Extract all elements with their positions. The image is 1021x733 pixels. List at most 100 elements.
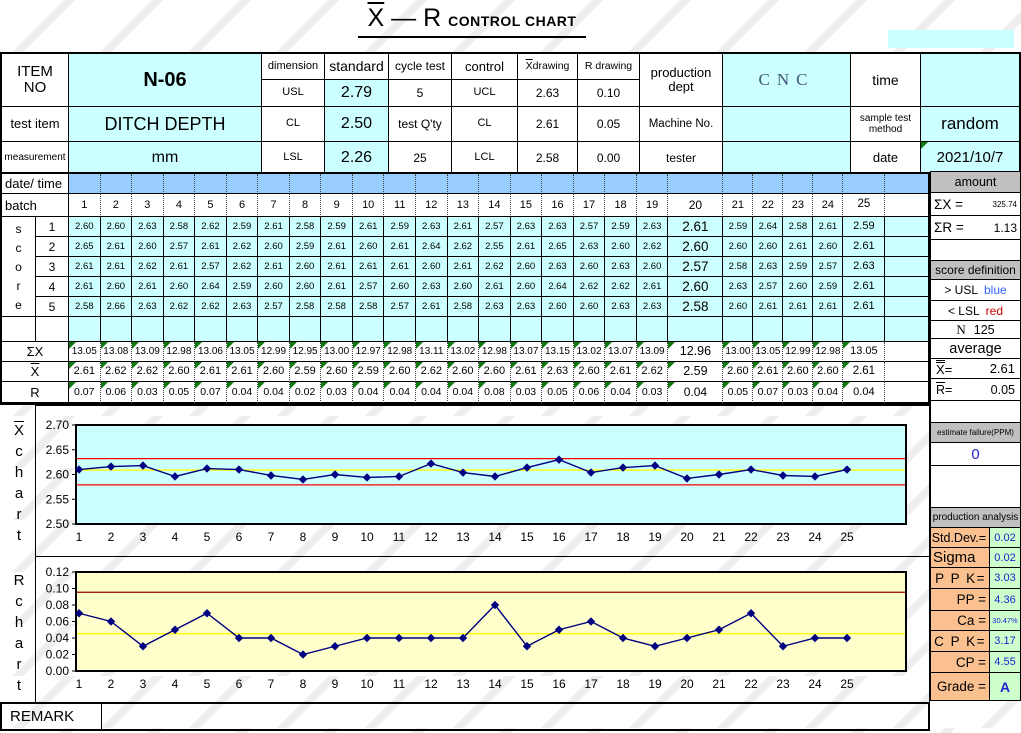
score-cell[interactable]: 2.61 — [783, 237, 814, 257]
datetime-cell[interactable] — [195, 174, 227, 194]
score-cell[interactable]: 2.63 — [723, 277, 754, 297]
score-cell[interactable]: 2.64 — [416, 237, 448, 257]
score-cell[interactable]: 2.62 — [573, 277, 606, 297]
score-cell[interactable]: 2.60 — [416, 257, 448, 277]
score-cell[interactable]: 2.58 — [668, 297, 724, 317]
score-cell[interactable]: 2.63 — [416, 217, 448, 237]
score-cell[interactable]: 2.60 — [573, 257, 606, 277]
score-cell[interactable]: 2.61 — [163, 257, 196, 277]
score-cell[interactable]: 2.63 — [510, 217, 543, 237]
score-cell[interactable]: 2.61 — [384, 237, 417, 257]
score-cell[interactable]: 2.66 — [100, 297, 133, 317]
score-cell[interactable]: 2.61 — [132, 277, 164, 297]
score-cell[interactable]: 2.58 — [289, 297, 322, 317]
score-cell[interactable]: 2.57 — [352, 277, 385, 297]
score-cell[interactable]: 2.60 — [352, 237, 385, 257]
score-cell[interactable]: 2.60 — [100, 277, 133, 297]
cycle-test-value[interactable]: 5 — [389, 80, 452, 107]
datetime-cell[interactable] — [723, 174, 754, 194]
score-cell[interactable]: 2.61 — [352, 217, 385, 237]
score-cell[interactable]: 2.59 — [384, 217, 417, 237]
score-cell[interactable]: 2.61 — [69, 277, 101, 297]
score-cell[interactable]: 2.60 — [510, 257, 543, 277]
score-cell[interactable]: 2.59 — [813, 277, 844, 297]
score-cell[interactable]: 2.63 — [843, 257, 886, 277]
score-cell[interactable]: 2.62 — [195, 217, 227, 237]
score-cell[interactable]: 2.63 — [753, 257, 784, 277]
score-cell[interactable]: 2.60 — [447, 277, 480, 297]
datetime-cell[interactable] — [605, 174, 637, 194]
test-item-value[interactable]: DITCH DEPTH — [69, 107, 262, 142]
score-cell[interactable]: 2.61 — [416, 297, 448, 317]
datetime-cell[interactable] — [843, 174, 886, 194]
score-cell[interactable] — [885, 217, 929, 237]
score-cell[interactable] — [885, 237, 929, 257]
score-cell[interactable]: 2.60 — [132, 237, 164, 257]
datetime-cell[interactable] — [479, 174, 511, 194]
datetime-cell[interactable] — [258, 174, 290, 194]
score-cell[interactable]: 2.57 — [668, 257, 724, 277]
r-ucl-value[interactable]: 0.10 — [578, 80, 640, 107]
score-cell[interactable]: 2.57 — [258, 297, 290, 317]
production-dept-value[interactable]: CNC — [723, 54, 851, 107]
score-cell[interactable]: 2.61 — [69, 257, 101, 277]
score-cell[interactable]: 2.63 — [636, 217, 669, 237]
score-cell[interactable]: 2.60 — [289, 277, 322, 297]
datetime-cell[interactable] — [132, 174, 164, 194]
score-cell[interactable]: 2.60 — [289, 257, 322, 277]
score-cell[interactable]: 2.60 — [258, 277, 290, 297]
score-cell[interactable]: 2.60 — [723, 297, 754, 317]
score-cell[interactable]: 2.63 — [132, 217, 164, 237]
score-cell[interactable]: 2.63 — [573, 237, 606, 257]
score-cell[interactable]: 2.63 — [605, 257, 637, 277]
score-cell[interactable]: 2.60 — [723, 237, 754, 257]
score-cell[interactable]: 2.61 — [636, 277, 669, 297]
item-no-value[interactable]: N-06 — [69, 54, 262, 107]
datetime-cell[interactable] — [885, 174, 929, 194]
score-cell[interactable]: 2.58 — [289, 217, 322, 237]
score-cell[interactable]: 2.62 — [605, 277, 637, 297]
score-cell[interactable]: 2.62 — [195, 297, 227, 317]
datetime-cell[interactable] — [783, 174, 814, 194]
score-cell[interactable]: 2.57 — [573, 217, 606, 237]
score-cell[interactable]: 2.59 — [289, 237, 322, 257]
score-cell[interactable]: 2.60 — [573, 297, 606, 317]
score-cell[interactable]: 2.57 — [195, 257, 227, 277]
score-cell[interactable]: 2.62 — [132, 257, 164, 277]
score-cell[interactable]: 2.60 — [510, 277, 543, 297]
score-cell[interactable]: 2.60 — [163, 277, 196, 297]
datetime-cell[interactable] — [226, 174, 259, 194]
r-lcl-value[interactable]: 0.00 — [578, 142, 640, 174]
tester-value[interactable] — [723, 142, 851, 174]
sample-test-method-value[interactable]: random — [921, 107, 1019, 142]
score-cell[interactable]: 2.57 — [753, 277, 784, 297]
score-cell[interactable]: 2.60 — [542, 297, 574, 317]
score-cell[interactable]: 2.59 — [605, 217, 637, 237]
datetime-cell[interactable] — [447, 174, 480, 194]
machine-no-value[interactable] — [723, 107, 851, 142]
score-cell[interactable]: 2.59 — [226, 277, 259, 297]
score-cell[interactable]: 2.60 — [783, 277, 814, 297]
score-cell[interactable]: 2.65 — [542, 237, 574, 257]
score-cell[interactable]: 2.62 — [226, 237, 259, 257]
datetime-cell[interactable] — [384, 174, 417, 194]
datetime-cell[interactable] — [510, 174, 543, 194]
xbar-lcl-value[interactable]: 2.58 — [518, 142, 578, 174]
score-cell[interactable] — [885, 277, 929, 297]
remark-field[interactable] — [102, 704, 928, 729]
score-cell[interactable]: 2.61 — [195, 237, 227, 257]
score-cell[interactable]: 2.64 — [542, 277, 574, 297]
score-cell[interactable]: 2.61 — [753, 297, 784, 317]
score-cell[interactable]: 2.58 — [447, 297, 480, 317]
datetime-cell[interactable] — [163, 174, 196, 194]
score-cell[interactable]: 2.59 — [723, 217, 754, 237]
score-cell[interactable]: 2.59 — [843, 217, 886, 237]
score-cell[interactable]: 2.62 — [479, 257, 511, 277]
score-cell[interactable]: 2.60 — [753, 237, 784, 257]
datetime-cell[interactable] — [289, 174, 322, 194]
score-cell[interactable]: 2.61 — [352, 257, 385, 277]
score-cell[interactable]: 2.57 — [813, 257, 844, 277]
score-cell[interactable]: 2.58 — [69, 297, 101, 317]
datetime-cell[interactable] — [352, 174, 385, 194]
score-cell[interactable]: 2.61 — [321, 277, 353, 297]
